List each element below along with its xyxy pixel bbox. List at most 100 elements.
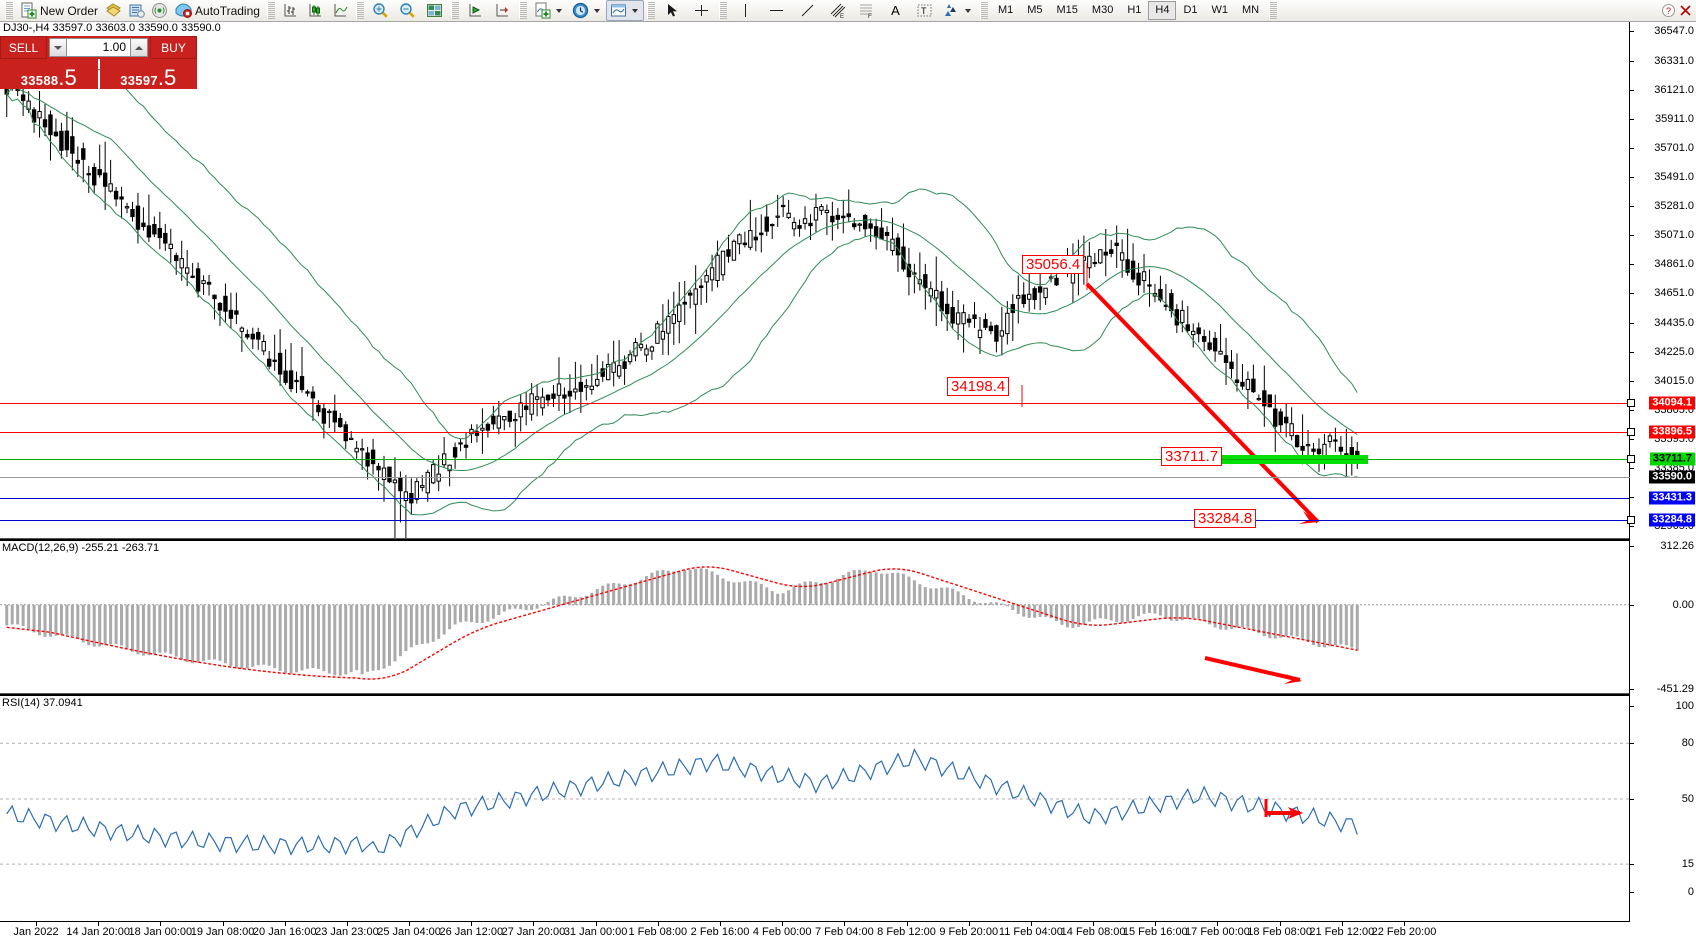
annot-33284[interactable]: 33284.8 — [1194, 509, 1257, 528]
price-scale[interactable]: 36547.0 36331.0 36121.0 35911.0 35701.0 35491… — [1627, 22, 1696, 944]
chart-shift-icon[interactable] — [494, 2, 511, 19]
level-33711-handle[interactable] — [1627, 455, 1635, 463]
time-tick-label: 7 Feb 04:00 — [815, 926, 874, 938]
rsi-pane[interactable]: RSI(14) 37.0941 — [0, 696, 1630, 922]
chevron-down-icon[interactable] — [555, 8, 562, 13]
price-tick-label: 34015.0 — [1654, 374, 1694, 387]
pane-separator-rsi[interactable] — [0, 693, 1630, 697]
annot-34198[interactable]: 34198.4 — [947, 377, 1010, 396]
plot-region[interactable]: 35056.4 34198.4 33711.7 33284.8 MACD(12,26,… — [0, 22, 1630, 944]
level-33711-scale-badge[interactable]: 33711.7 — [1649, 452, 1695, 466]
time-tick — [409, 922, 411, 926]
pane-separator-macd[interactable] — [0, 538, 1630, 542]
zoom-out-icon[interactable] — [399, 2, 416, 19]
timeframe-m30[interactable]: M30 — [1091, 4, 1114, 16]
level-33431-scale-badge[interactable]: 33431.3 — [1649, 491, 1695, 505]
time-tick — [1279, 922, 1281, 926]
price-tick-label: 36121.0 — [1654, 83, 1694, 96]
time-tick-label: 27 Jan 20:00 — [501, 926, 566, 938]
time-tick-label: 31 Jan 00:00 — [563, 926, 628, 938]
buy-button[interactable]: BUY — [150, 36, 197, 59]
level-33896-scale-badge[interactable]: 33896.5 — [1649, 425, 1695, 439]
trendline-icon[interactable] — [799, 2, 816, 19]
time-axis[interactable]: Jan 2022 14 Jan 20:00 18 Jan 00:00 19 Jan 0… — [0, 921, 1630, 944]
tile-windows-icon[interactable] — [426, 2, 443, 19]
help-icon[interactable]: ? — [1660, 2, 1677, 19]
auto-scroll-icon[interactable] — [467, 2, 484, 19]
cursor-icon[interactable] — [664, 2, 681, 19]
sell-price[interactable]: 33588.5 — [0, 59, 98, 89]
level-33711-line[interactable] — [0, 459, 1630, 460]
timeframe-d1[interactable]: D1 — [1183, 4, 1198, 16]
level-34094-handle[interactable] — [1627, 399, 1635, 407]
label-icon[interactable]: T — [916, 2, 933, 19]
level-33590-scale-badge[interactable]: 33590.0 — [1649, 470, 1695, 484]
level-33284-line[interactable] — [0, 520, 1630, 521]
scale-tick — [1630, 30, 1634, 32]
volume-decrement-button[interactable] — [49, 38, 67, 57]
oct-prices-row: 33588.5 33597.5 — [0, 59, 197, 89]
indicators-button[interactable] — [530, 0, 568, 21]
fibonacci-icon[interactable]: F — [858, 2, 875, 19]
buy-price[interactable]: 33597.5 — [99, 59, 197, 89]
signals-icon[interactable] — [151, 2, 168, 19]
time-tick — [844, 922, 846, 926]
sell-button[interactable]: SELL — [0, 36, 47, 59]
time-tick — [1155, 922, 1157, 926]
timeframe-m1[interactable]: M1 — [997, 4, 1014, 16]
time-tick-label: 8 Feb 12:00 — [877, 926, 936, 938]
scale-tick — [1630, 176, 1634, 178]
price-pane[interactable]: 35056.4 34198.4 33711.7 33284.8 — [0, 22, 1630, 538]
channel-icon[interactable]: E — [829, 2, 846, 19]
level-34094-line[interactable] — [0, 403, 1630, 404]
volume-increment-button[interactable] — [130, 38, 148, 57]
bar-chart-icon[interactable] — [282, 2, 299, 19]
level-33284-handle[interactable] — [1627, 516, 1635, 524]
level-33896-line[interactable] — [0, 432, 1630, 433]
chart-workspace[interactable]: DJ30-,H4 33597.0 33603.0 33590.0 33590.0… — [0, 22, 1696, 944]
period-button[interactable] — [568, 0, 606, 21]
timeframe-h1[interactable]: H1 — [1127, 4, 1142, 16]
chevron-down-icon[interactable] — [593, 8, 600, 13]
toolbar-separator — [718, 2, 727, 19]
macd-pane[interactable]: MACD(12,26,9) -255.21 -263.71 — [0, 541, 1630, 693]
line-chart-icon[interactable] — [332, 2, 349, 19]
data-window-icon[interactable] — [105, 2, 122, 19]
annot-35056[interactable]: 35056.4 — [1022, 255, 1085, 274]
one-click-trading-panel[interactable]: SELL 1.00 BUY 33588.5 33597.5 — [0, 36, 197, 89]
new-order-button[interactable]: New Order — [16, 0, 102, 21]
autotrading-icon — [175, 2, 193, 19]
vertical-line-icon[interactable] — [737, 2, 754, 19]
crosshair-icon[interactable] — [693, 2, 710, 19]
shapes-button[interactable] — [939, 0, 977, 21]
close-icon[interactable] — [1677, 2, 1694, 19]
autotrading-button[interactable]: AutoTrading — [171, 0, 264, 21]
time-tick — [968, 922, 970, 926]
level-33431-line[interactable] — [0, 498, 1630, 499]
level-33590-line[interactable] — [0, 477, 1630, 478]
zoom-in-icon[interactable] — [372, 2, 389, 19]
timeframe-w1[interactable]: W1 — [1211, 4, 1229, 16]
indicators-icon — [534, 2, 551, 19]
timeframe-m5[interactable]: M5 — [1027, 4, 1043, 16]
level-33284-scale-badge[interactable]: 33284.8 — [1649, 513, 1695, 527]
horizontal-line-icon[interactable] — [768, 2, 785, 19]
candlestick-chart-icon[interactable] — [307, 2, 324, 19]
timeframe-m15[interactable]: M15 — [1056, 4, 1078, 16]
templates-button[interactable] — [605, 0, 644, 21]
volume-control[interactable]: 1.00 — [47, 36, 150, 59]
text-icon[interactable]: A — [891, 3, 900, 18]
timeframe-mn[interactable]: MN — [1242, 4, 1260, 16]
price-tick-label: 35071.0 — [1654, 228, 1694, 241]
chevron-down-icon[interactable] — [964, 8, 971, 13]
volume-input[interactable]: 1.00 — [67, 38, 130, 57]
chevron-down-icon[interactable] — [631, 8, 638, 13]
annot-33711[interactable]: 33711.7 — [1161, 447, 1223, 466]
toolbar-grip[interactable] — [5, 2, 13, 19]
level-33896-handle[interactable] — [1627, 428, 1635, 436]
level-34094-scale-badge[interactable]: 34094.1 — [1649, 396, 1695, 410]
timeframe-h4[interactable]: H4 — [1148, 1, 1177, 20]
sell-price-main: 33588 — [20, 73, 59, 88]
navigator-icon[interactable] — [128, 2, 145, 19]
scale-tick — [1630, 604, 1634, 606]
